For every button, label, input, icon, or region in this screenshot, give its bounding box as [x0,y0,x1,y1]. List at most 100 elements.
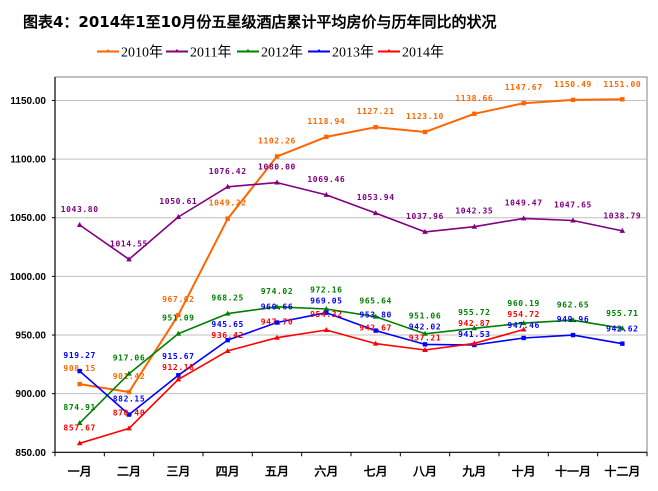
data-label-2013-8: 942.02 [409,323,442,332]
data-point-2014-6 [323,326,330,332]
data-label-2012-12: 955.71 [606,309,639,318]
data-label-2014-3: 912.18 [162,363,195,372]
data-label-2013-12: 942.62 [606,324,639,333]
data-point-2010-3 [176,312,181,318]
legend-item-2013: 2013年 [308,45,374,61]
ytick-label-900: 900.00 [15,389,46,400]
data-label-2010-4: 1049.22 [209,199,247,208]
data-label-2012-11: 962.65 [557,300,590,309]
xtick-label-1: 一月 [68,464,92,478]
data-label-2012-9: 955.72 [458,308,491,317]
legend-item-2012: 2012年 [237,45,303,61]
data-point-2010-6 [324,134,329,140]
legend-marker-2010 [106,49,110,52]
data-point-2011-12 [619,227,626,233]
data-label-2011-1: 1043.80 [61,205,99,214]
data-label-2013-11: 949.96 [557,315,590,324]
legend-item-2011: 2011年 [166,45,231,61]
data-label-2013-9: 941.53 [458,330,491,339]
data-point-2014-1 [76,440,83,446]
data-point-2011-6 [323,191,330,197]
data-label-2010-1: 908.15 [63,364,96,373]
data-point-2013-7 [373,328,378,333]
xtick-label-5: 五月 [265,464,289,478]
data-point-2010-11 [570,97,576,103]
data-label-2012-5: 974.02 [261,287,294,296]
data-point-2014-5 [274,334,280,340]
data-label-2012-8: 951.06 [409,312,442,321]
data-label-2014-8: 937.21 [409,334,442,343]
xtick-label-2: 二月 [117,464,141,478]
data-point-2011-3 [175,214,182,220]
series-line-2011 [79,181,623,261]
legend-label-2011: 2011年 [190,45,231,61]
data-label-2010-5: 1102.26 [258,136,296,145]
data-label-2012-7: 965.64 [359,297,392,306]
legend-item-2010: 2010年 [97,45,163,61]
legend-marker-2014 [387,49,391,52]
data-label-2014-9: 942.87 [458,319,491,328]
plot-frame [55,76,648,453]
legend-item-2014: 2014年 [378,45,444,61]
series-line-2014 [79,328,524,445]
ytick-label-950: 950.00 [15,331,46,342]
data-point-2010-1 [77,381,82,387]
data-label-2011-8: 1037.96 [406,212,444,221]
data-label-2010-8: 1123.10 [406,112,444,121]
data-label-2012-3: 951.09 [162,314,195,323]
xtick-label-4: 四月 [216,464,240,478]
data-point-2010-8 [422,129,428,135]
data-label-2014-4: 936.42 [211,331,244,340]
legend-marker-2011 [175,49,179,52]
data-point-2011-2 [126,256,132,262]
data-point-2010-2 [126,389,132,395]
data-point-2010-9 [472,111,477,116]
xtick-label-7: 七月 [364,464,388,478]
data-point-2014-10 [520,326,527,332]
data-label-2013-4: 945.65 [211,320,244,329]
ytick-label-1150: 1150.00 [10,96,46,107]
data-label-2010-11: 1150.49 [554,80,592,89]
xtick-label-3: 三月 [166,464,190,478]
data-point-2014-4 [224,347,231,353]
series-2013: 919.27 882.15 915.67 945.65 960.66 969.05 953.… [63,296,639,417]
series-line-2012 [79,305,623,424]
data-label-2011-4: 1076.42 [209,167,247,176]
data-label-2014-6: 954.32 [310,310,343,319]
data-point-2012-8 [422,330,428,336]
data-label-2013-2: 882.15 [113,395,146,404]
data-label-2012-10: 960.19 [507,299,540,308]
data-point-2014-3 [175,376,182,382]
ytick-label-1100: 1100.00 [10,155,46,166]
data-label-2012-1: 874.91 [63,403,96,412]
data-label-2014-7: 942.67 [359,324,392,333]
data-point-2013-6 [324,310,329,315]
data-point-2013-12 [620,341,625,346]
data-label-2011-3: 1050.61 [159,197,197,206]
data-label-2011-6: 1069.46 [307,175,345,184]
legend-marker-2013 [317,49,321,52]
data-label-2011-5: 1080.00 [258,163,296,172]
data-label-2011-11: 1047.65 [554,201,592,210]
data-label-2010-6: 1118.94 [307,117,345,126]
plot-area: 850.00 900.00 950.00 1000.00 1050.00 1100.00 1… [10,76,648,478]
legend-marker-2012 [246,49,250,52]
chart-title: 图表4：2014年1至10月份五星级酒店累计平均房价与历年同比的状况 [23,13,497,31]
data-label-2011-7: 1053.94 [357,193,395,202]
data-point-2013-10 [521,335,526,341]
data-point-2012-11 [570,317,576,323]
series-2011: 1043.80 1014.55 1050.61 1076.42 1080.00 1069.… [61,163,641,262]
data-point-2013-1 [77,368,82,374]
data-point-2012-2 [126,370,132,376]
data-point-2013-2 [126,412,132,417]
data-label-2012-6: 972.16 [310,285,343,294]
data-point-2013-11 [570,332,576,338]
data-point-2011-8 [422,228,428,234]
data-point-2010-12 [620,97,625,102]
data-point-2011-7 [372,210,379,216]
data-point-2011-5 [274,179,280,185]
ytick-label-850: 850.00 [15,448,46,459]
data-point-2012-10 [520,320,527,326]
data-point-2011-4 [224,183,231,189]
data-point-2013-5 [274,320,280,325]
